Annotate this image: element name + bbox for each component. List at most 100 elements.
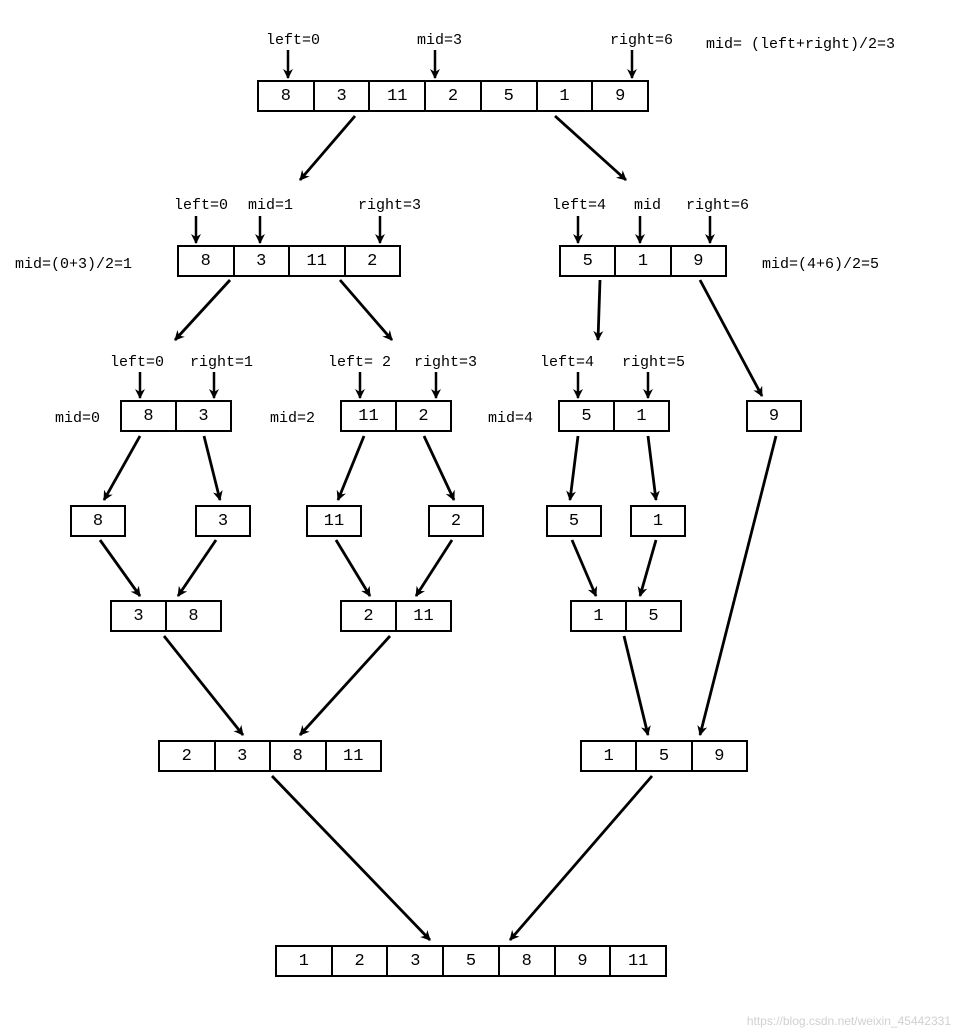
flow-arrow [300, 636, 390, 735]
pointer-label: mid= (left+right)/2=3 [706, 36, 895, 53]
flow-arrow [338, 436, 364, 500]
array-cell: 5 [444, 947, 500, 975]
array-cell: 3 [177, 402, 230, 430]
array-cell: 8 [72, 507, 124, 535]
pointer-label: right=5 [622, 354, 685, 371]
array-cell: 2 [397, 402, 450, 430]
array-cell: 1 [582, 742, 637, 770]
array-l2-d: 9 [746, 400, 802, 432]
merge-2-3-8-11: 23811 [158, 740, 382, 772]
flow-arrow [100, 540, 140, 596]
array-cell: 2 [426, 82, 482, 110]
array-cell: 8 [179, 247, 235, 275]
flow-arrow [164, 636, 243, 735]
array-cell: 8 [271, 742, 327, 770]
pointer-label: left=4 [552, 197, 606, 214]
array-cell: 5 [560, 402, 615, 430]
array-final: 12358911 [275, 945, 667, 977]
merge-3-8: 38 [110, 600, 222, 632]
array-cell: 1 [615, 402, 668, 430]
watermark: https://blog.csdn.net/weixin_45442331 [747, 1014, 951, 1028]
pointer-label: left=0 [266, 32, 320, 49]
flow-arrow [700, 436, 776, 735]
flow-arrow [510, 776, 652, 940]
pointer-label: left=0 [174, 197, 228, 214]
array-l2-a: 83 [120, 400, 232, 432]
pointer-label: left=4 [540, 354, 594, 371]
array-cell: 11 [290, 247, 346, 275]
merge-1-5-9: 159 [580, 740, 748, 772]
pointer-label: mid=3 [417, 32, 462, 49]
array-cell: 11 [397, 602, 450, 630]
array-cell: 8 [259, 82, 315, 110]
pointer-label: right=3 [358, 197, 421, 214]
pointer-label: mid=2 [270, 410, 315, 427]
merge-2-11: 211 [340, 600, 452, 632]
flow-arrow [336, 540, 370, 596]
pointer-label: right=6 [686, 197, 749, 214]
flow-arrow [598, 280, 600, 340]
leaf-8: 8 [70, 505, 126, 537]
flow-arrow [204, 436, 220, 500]
flow-arrow [340, 280, 392, 340]
pointer-label: mid [634, 197, 661, 214]
pointer-label: left= 2 [328, 354, 391, 371]
array-root: 83112519 [257, 80, 649, 112]
array-cell: 11 [327, 742, 381, 770]
mergesort-diagram: https://blog.csdn.net/weixin_45442331 83… [0, 0, 961, 1034]
flow-arrow [424, 436, 454, 500]
leaf-1: 1 [630, 505, 686, 537]
flow-arrow [272, 776, 430, 940]
flow-arrow [175, 280, 230, 340]
array-cell: 5 [548, 507, 600, 535]
pointer-label: right=3 [414, 354, 477, 371]
pointer-label: mid=4 [488, 410, 533, 427]
array-cell: 5 [637, 742, 692, 770]
array-cell: 9 [593, 82, 647, 110]
array-cell: 3 [315, 82, 371, 110]
flow-arrow [178, 540, 216, 596]
pointer-label: mid=(0+3)/2=1 [15, 256, 132, 273]
flow-arrow [648, 436, 656, 500]
array-cell: 3 [216, 742, 272, 770]
array-cell: 9 [693, 742, 746, 770]
array-cell: 2 [342, 602, 397, 630]
array-cell: 8 [122, 402, 177, 430]
flow-arrow [640, 540, 656, 596]
array-l1-right: 519 [559, 245, 727, 277]
array-cell: 2 [333, 947, 389, 975]
flow-arrow [624, 636, 648, 735]
array-cell: 3 [197, 507, 249, 535]
flow-arrow [104, 436, 140, 500]
array-cell: 1 [632, 507, 684, 535]
array-cell: 9 [672, 247, 725, 275]
pointer-label: mid=1 [248, 197, 293, 214]
array-cell: 1 [572, 602, 627, 630]
array-l2-b: 112 [340, 400, 452, 432]
array-cell: 1 [616, 247, 671, 275]
array-cell: 5 [627, 602, 680, 630]
flow-arrow [300, 116, 355, 180]
flow-arrow [555, 116, 626, 180]
pointer-label: mid=0 [55, 410, 100, 427]
pointer-label: left=0 [110, 354, 164, 371]
array-cell: 2 [160, 742, 216, 770]
array-l1-left: 83112 [177, 245, 401, 277]
pointer-label: right=6 [610, 32, 673, 49]
flow-arrow [570, 436, 578, 500]
array-l2-c: 51 [558, 400, 670, 432]
array-cell: 5 [482, 82, 538, 110]
flow-arrow [416, 540, 452, 596]
pointer-label: mid=(4+6)/2=5 [762, 256, 879, 273]
array-cell: 3 [112, 602, 167, 630]
leaf-2: 2 [428, 505, 484, 537]
flow-arrow [572, 540, 596, 596]
array-cell: 5 [561, 247, 616, 275]
array-cell: 2 [430, 507, 482, 535]
array-cell: 1 [538, 82, 594, 110]
array-cell: 9 [556, 947, 612, 975]
array-cell: 11 [308, 507, 360, 535]
array-cell: 11 [370, 82, 426, 110]
pointer-label: right=1 [190, 354, 253, 371]
array-cell: 11 [342, 402, 397, 430]
